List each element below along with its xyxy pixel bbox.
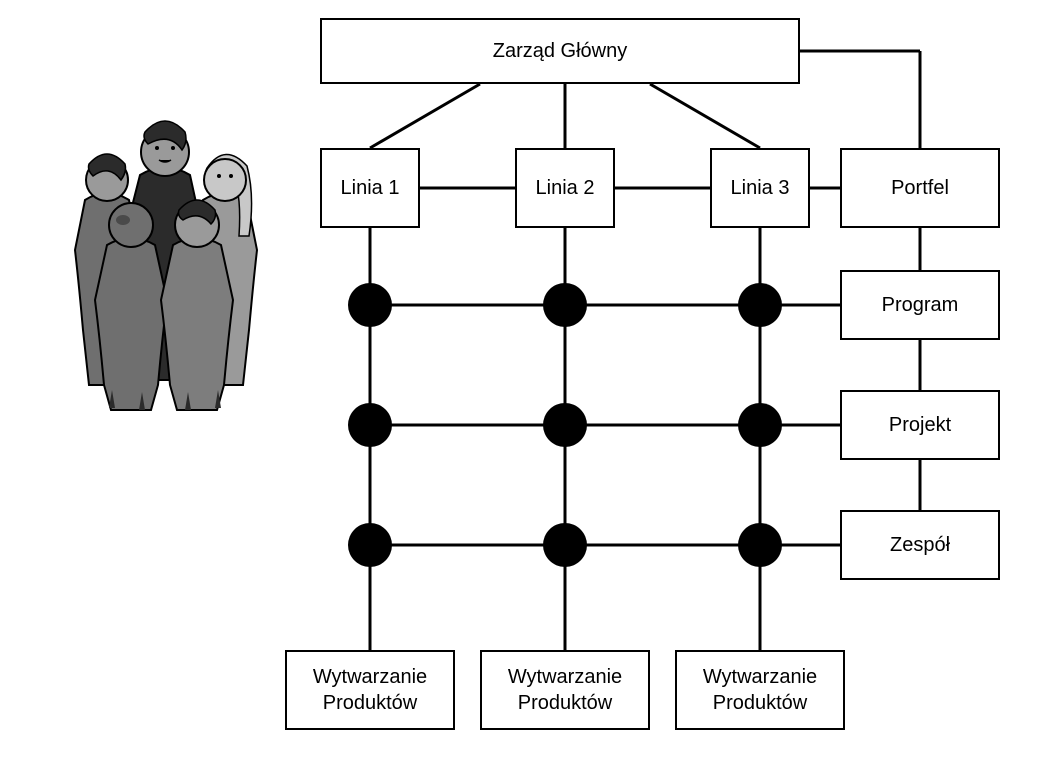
box-zarzad-glowny: Zarząd Główny bbox=[320, 18, 800, 84]
box-label: Program bbox=[882, 292, 959, 318]
box-label: Wytwarzanie Produktów bbox=[287, 664, 453, 716]
box-linia-1: Linia 1 bbox=[320, 148, 420, 228]
box-wytwarzanie-2: Wytwarzanie Produktów bbox=[480, 650, 650, 730]
box-linia-2: Linia 2 bbox=[515, 148, 615, 228]
box-label: Linia 1 bbox=[341, 175, 400, 201]
box-label: Zespół bbox=[890, 532, 950, 558]
box-label: Wytwarzanie Produktów bbox=[482, 664, 648, 716]
box-label: Zarząd Główny bbox=[493, 38, 628, 64]
box-label: Wytwarzanie Produktów bbox=[677, 664, 843, 716]
box-label: Portfel bbox=[891, 175, 949, 201]
box-label: Linia 3 bbox=[731, 175, 790, 201]
people-icon bbox=[75, 121, 257, 410]
box-zespol: Zespół bbox=[840, 510, 1000, 580]
box-label: Projekt bbox=[889, 412, 951, 438]
box-wytwarzanie-1: Wytwarzanie Produktów bbox=[285, 650, 455, 730]
connection-lines bbox=[370, 51, 920, 650]
box-wytwarzanie-3: Wytwarzanie Produktów bbox=[675, 650, 845, 730]
box-projekt: Projekt bbox=[840, 390, 1000, 460]
box-portfel: Portfel bbox=[840, 148, 1000, 228]
box-program: Program bbox=[840, 270, 1000, 340]
diagram-svg bbox=[0, 0, 1042, 761]
box-label: Linia 2 bbox=[536, 175, 595, 201]
diagram-canvas: Zarząd Główny Linia 1 Linia 2 Linia 3 Po… bbox=[0, 0, 1042, 761]
box-linia-3: Linia 3 bbox=[710, 148, 810, 228]
